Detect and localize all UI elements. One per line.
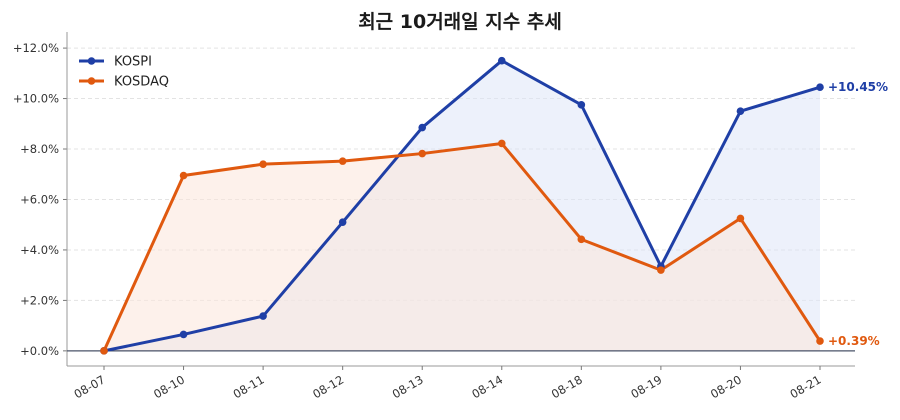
x-tick-label: 08-18 [549,372,585,401]
x-tick-label: 08-20 [708,372,744,401]
end-labels: +10.45% +0.39% [828,80,888,348]
data-point-kospi [259,312,267,320]
y-tick-label: +6.0% [20,192,59,206]
legend-label: KOSDAQ [114,75,169,90]
data-point-kosdaq [338,157,347,165]
data-point-kospi [736,107,745,115]
legend-marker [87,57,96,65]
data-point-kosdaq [100,347,108,355]
data-point-kosdaq [179,171,188,180]
area-fills [104,60,820,351]
x-tick-label: 08-14 [469,372,505,401]
x-tick-label: 08-13 [390,372,426,401]
data-point-kospi [338,218,347,226]
series-lines [102,59,822,353]
y-tick-label: +12.0% [13,41,59,55]
area-kosdaq [104,143,820,351]
y-tick-label: +0.0% [20,344,59,358]
x-tick-label: 08-10 [151,372,187,401]
y-tick-label: +8.0% [20,142,59,156]
end-value-label-kosdaq: +0.39% [828,334,880,348]
series-line-kospi [102,59,822,353]
data-point-kosdaq [736,214,745,223]
data-point-kosdaq [816,337,824,345]
x-tick-label: 08-21 [788,372,824,401]
x-tick-label: 08-19 [628,372,664,401]
data-point-kospi [179,330,188,339]
legend: KOSPI KOSDAQ [79,55,169,90]
x-tick-label: 08-11 [231,372,267,401]
data-point-kosdaq [259,160,267,168]
legend-label: KOSPI [114,55,152,70]
data-point-kospi [577,101,586,109]
legend-marker [87,77,96,85]
y-tick-label: +2.0% [20,293,59,307]
data-point-kosdaq [657,266,665,274]
x-tick-label: 08-07 [72,372,108,401]
y-tick-label: +10.0% [13,92,59,106]
data-point-kospi [497,56,506,65]
end-value-label-kospi: +10.45% [828,80,888,94]
series-points [100,56,824,355]
data-point-kospi [816,83,824,91]
data-point-kosdaq [418,149,427,158]
data-point-kosdaq [497,139,506,148]
x-tick-label: 08-12 [310,372,346,401]
chart-title: 최근 10거래일 지수 추세 [358,11,562,33]
series-line-kosdaq [102,141,822,353]
y-tick-label: +4.0% [20,243,59,257]
data-point-kosdaq [577,235,586,244]
data-point-kospi [418,123,427,132]
